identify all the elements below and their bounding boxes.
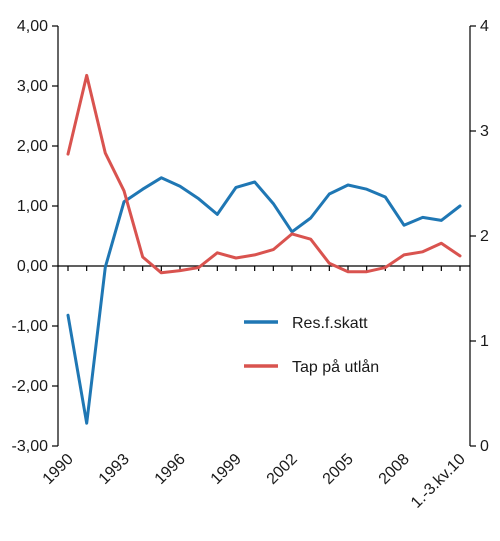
data-point: [328, 192, 331, 196]
data-point: [421, 216, 424, 219]
legend: Res.f.skatt Tap på utlån: [244, 315, 379, 376]
data-point: [290, 232, 294, 236]
right-tick-label: 4: [480, 18, 489, 35]
data-point: [346, 270, 350, 273]
data-point: [197, 197, 200, 200]
left-axis-ticks: -3,00 -2,00 -1,00 0,00 1,00 2,00 3,00 4,00: [12, 18, 58, 455]
x-tick-label: 1999: [208, 451, 245, 488]
data-point: [160, 271, 163, 274]
left-tick-label: -3,00: [12, 438, 49, 455]
data-point: [216, 213, 219, 216]
data-point: [440, 242, 443, 245]
data-point: [346, 183, 350, 187]
x-tick-label: 1996: [152, 451, 189, 488]
data-point: [458, 204, 462, 208]
data-point: [85, 74, 88, 77]
data-point: [384, 195, 387, 199]
series-line-0: [66, 176, 462, 425]
left-tick-label: -1,00: [12, 318, 49, 335]
data-point: [272, 248, 275, 251]
left-tick-label: 4,00: [17, 18, 48, 35]
axes: [57, 26, 471, 446]
left-tick-label: 2,00: [17, 138, 48, 155]
right-tick-label: 1: [480, 333, 489, 350]
data-point: [458, 254, 462, 258]
x-tick-label: 2008: [376, 451, 413, 488]
right-tick-label: 2: [480, 228, 489, 245]
data-point: [253, 253, 256, 257]
data-point: [402, 253, 406, 257]
data-point: [122, 189, 126, 193]
data-point: [272, 202, 275, 205]
data-point: [253, 180, 256, 184]
left-tick-label: 3,00: [17, 78, 48, 95]
data-point: [178, 269, 182, 272]
data-point: [328, 262, 331, 265]
data-point: [421, 250, 424, 253]
x-tick-label: 2002: [264, 451, 301, 488]
data-point: [141, 188, 144, 191]
data-point: [216, 251, 219, 254]
legend-label-tap-pa-utlan: Tap på utlån: [292, 358, 379, 376]
series-line-1: [66, 73, 462, 275]
data-point: [160, 176, 163, 179]
right-tick-label: 0: [480, 438, 489, 455]
left-tick-label: 0,00: [17, 258, 48, 275]
data-point: [365, 270, 368, 273]
left-tick-label: -2,00: [12, 378, 49, 395]
data-point: [66, 152, 70, 156]
series-lines: [66, 73, 462, 425]
data-point: [309, 216, 312, 220]
data-point: [85, 422, 88, 425]
data-point: [365, 188, 368, 191]
data-point: [122, 200, 126, 203]
left-tick-label: 1,00: [17, 198, 48, 215]
data-point: [290, 230, 294, 233]
data-point: [234, 186, 238, 189]
data-point: [440, 219, 443, 222]
right-tick-label: 3: [480, 123, 489, 140]
data-point: [197, 266, 200, 269]
data-point: [141, 255, 144, 259]
data-point: [104, 266, 107, 269]
right-axis-ticks: 0 1 2 3 4: [470, 18, 489, 455]
x-tick-label: 1.-3.kv.10: [408, 451, 469, 512]
data-point: [309, 237, 312, 241]
x-tick-label: 1990: [40, 451, 77, 488]
data-point: [384, 266, 387, 269]
x-tick-label: 2005: [320, 451, 357, 488]
data-point: [104, 151, 107, 155]
legend-label-res-f-skatt: Res.f.skatt: [292, 315, 368, 332]
x-tick-label: 1993: [96, 451, 133, 488]
data-point: [234, 256, 238, 260]
data-point: [402, 224, 406, 227]
data-point: [66, 314, 70, 317]
data-point: [178, 185, 182, 188]
